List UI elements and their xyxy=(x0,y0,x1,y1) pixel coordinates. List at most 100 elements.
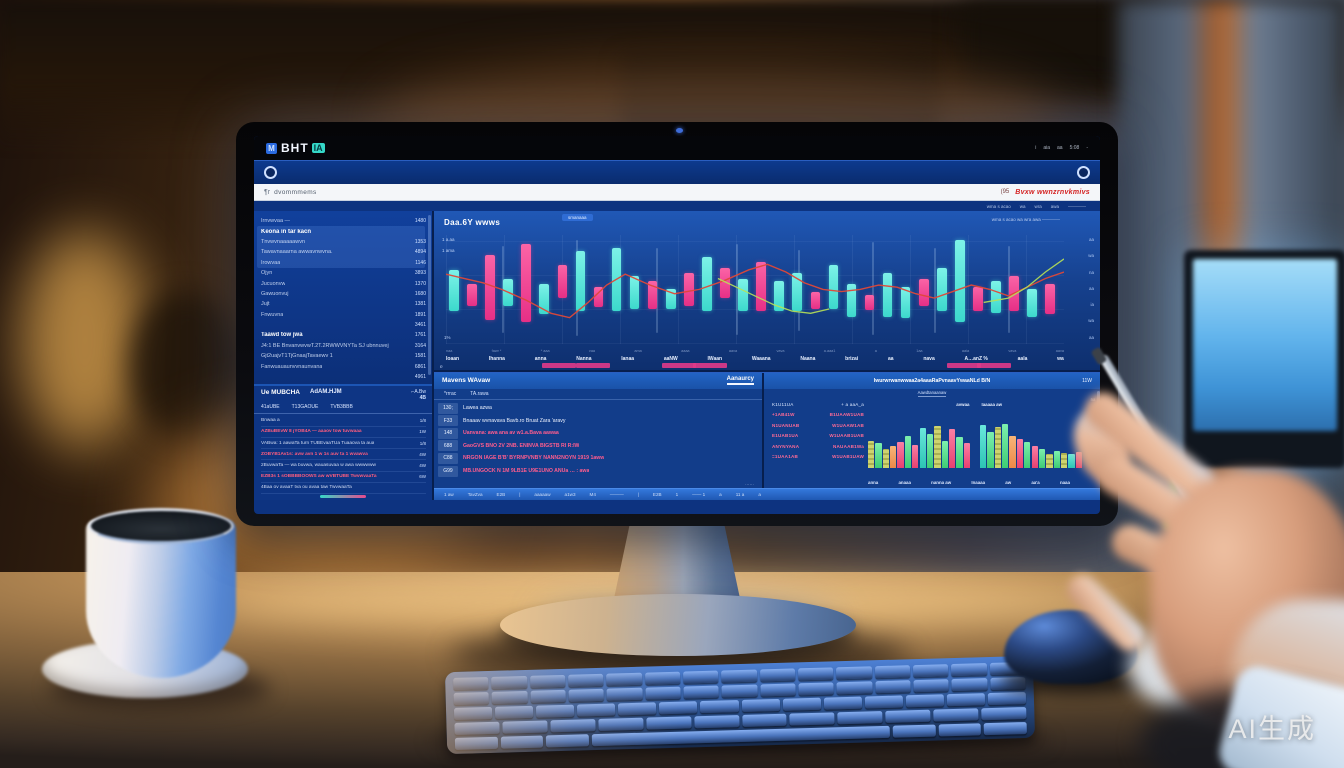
watchlist-row[interactable]: Irowvaa 1146 xyxy=(261,258,426,268)
status-item: 1 xyxy=(675,491,679,497)
header-menu-item[interactable]: 5:08 xyxy=(1069,145,1080,151)
chart-toolbar-links[interactable]: wma s acao wa wra awa ———— xyxy=(991,217,1060,222)
watchlist-row[interactable]: Fnwuvna 1891 xyxy=(261,310,426,320)
keyboard-key xyxy=(983,722,1027,736)
candle-wick xyxy=(934,248,937,333)
watchlist-row[interactable]: Tnvwvnaaaaawvn 1353 xyxy=(261,237,426,247)
candle-bar xyxy=(828,265,839,309)
orders-tab[interactable]: *rrrac xyxy=(444,390,457,397)
quick-link[interactable]: awa xyxy=(1050,203,1059,209)
keyboard-key xyxy=(789,712,835,726)
news-row[interactable]: Bnwaa a 1/8 xyxy=(261,416,426,427)
chart-timeframe-tab[interactable]: smanaaa xyxy=(562,214,593,221)
orders-panel: Mavens WAvaw Aanaurcy *rrrac TA.rawa 130; xyxy=(434,372,764,488)
volume-header: Iwurwrwanwwaa2a4aaaRaPvnaavYwaaNLd B/N xyxy=(764,372,1100,389)
y-tick-label: na xyxy=(1088,269,1094,275)
header-menu[interactable]: i aia aa 5:08- xyxy=(1035,145,1088,151)
order-description: NRGON IAGE B'B' BYRNPVNBY NANN2NOYN 1919… xyxy=(463,455,605,462)
nav-logo-circle-icon[interactable] xyxy=(264,166,277,179)
symbol-label: Jujt xyxy=(261,301,270,308)
order-row[interactable]: 688 GaoGVS BNO 2V 2NB. ENINVA BIGSTB RI … xyxy=(438,440,756,453)
news-headline: ZOBYB1Av1s: avw avn 1 w 1s auv ta 1 wvaw… xyxy=(261,451,368,457)
header-menu-item[interactable]: - xyxy=(1086,145,1088,151)
watchlist-row[interactable]: Keona in tar kacn xyxy=(261,226,426,236)
status-item: aaaaaw xyxy=(534,491,551,497)
watchlist-row[interactable]: Jucuonvw 1370 xyxy=(261,278,426,288)
keyboard-key xyxy=(864,695,903,709)
x-tick-minor: naa xyxy=(446,348,453,353)
header-menu-item[interactable]: i xyxy=(1035,145,1037,151)
quick-link[interactable]: wma s acao xyxy=(986,203,1011,209)
news-value: 1/8 xyxy=(419,418,426,424)
y-tick-label: aa xyxy=(1088,237,1094,242)
volume-x-axis: anna anaaa nanna aw Inaaaa aw aa'a naaa xyxy=(764,480,1100,488)
order-row[interactable]: F33 Bnaaav wvnavava Bavb.ro Bruat Zara '… xyxy=(438,414,756,427)
account-circle-icon[interactable] xyxy=(1077,166,1090,179)
y-tick-label: 1 a.aa xyxy=(442,237,455,242)
watchlist-row[interactable]: Taawd tow jwa 1761 xyxy=(261,330,426,340)
keyboard-key xyxy=(721,669,757,683)
volume-subtitle-link[interactable]: Aawdtanaanaw xyxy=(917,389,947,397)
watchlist-row[interactable]: J4:1 BE BnvanvwvwT.2T.2RWWVNYTa SJ ubnnu… xyxy=(261,341,426,351)
watchlist-row[interactable]: Gjt2uajvT1TjGnaajTavaewv 1 1581 xyxy=(261,351,426,361)
candle-bar xyxy=(521,243,531,322)
watchlist-row[interactable]: 3461 xyxy=(261,320,426,330)
news-tab[interactable]: TVB3BBB xyxy=(330,403,353,410)
volume-bar xyxy=(1031,445,1038,468)
candle-bar xyxy=(467,283,477,306)
news-row[interactable]: EZB3s 1 sOBBBBOOWS aw wVBTUBE TwvwvaaTa … xyxy=(261,472,426,483)
quick-link[interactable]: wra xyxy=(1034,203,1042,209)
volume-bar-chart: avwaa Iaaaaa aw xyxy=(864,399,1086,480)
order-row[interactable]: C88 NRGON IAGE B'B' BYRNPVNBY NANN2NOYN … xyxy=(438,452,756,465)
watchlist-row[interactable]: Ojyn 3893 xyxy=(261,268,426,278)
order-row[interactable]: 148 Uanvana: awa ana av w1.a.Bava aawaa xyxy=(438,427,756,440)
symbol-label: Jucuonvw xyxy=(261,280,286,287)
x-tick-major: Ianaa xyxy=(621,355,635,362)
news-row[interactable]: ZOBYB1Av1s: avw avn 1 w 1s auv ta 1 wvaw… xyxy=(261,449,426,461)
symbol-label: Ojyn xyxy=(261,270,273,277)
x-tick-major: IWaan xyxy=(707,355,723,362)
address-toolbar: ¶r dvommmems (95 Bvxw wwnzrnvkmivs xyxy=(254,184,1100,201)
watchlist-row[interactable]: Gawuonvuj 1680 xyxy=(261,289,426,299)
watchlist-scrollbar[interactable] xyxy=(428,215,431,375)
order-description: Uanvana: awa ana av w1.a.Bava aawaa xyxy=(463,430,559,437)
x-tick-minor: aava xyxy=(1055,348,1064,353)
watchlist-row[interactable]: Fanwuauaunvvnaunvana 6861 xyxy=(261,361,426,371)
news-value: 6W xyxy=(419,474,426,480)
lamp-silhouette xyxy=(130,290,240,440)
header-menu-item[interactable]: aia xyxy=(1043,145,1051,151)
x-tick-minor: ama xyxy=(634,348,642,353)
moving-average-line xyxy=(446,264,1064,317)
cluster-labels: avwaa Iaaaaa aw xyxy=(956,402,1002,407)
orders-header-link[interactable]: Aanaurcy xyxy=(726,376,754,386)
watchlist-row[interactable]: 4961 xyxy=(261,372,426,382)
watchlist-row[interactable]: Tawavnaaarna awwavnwvna. 4894 xyxy=(261,247,426,257)
news-tab[interactable]: T13GAOUE xyxy=(291,403,319,410)
keyboard-key xyxy=(798,682,835,696)
quick-link[interactable]: ———— xyxy=(1068,203,1086,209)
keyboard-key xyxy=(645,686,681,700)
x-tick-minor: 1aa xyxy=(916,348,923,353)
volume-bar xyxy=(1009,435,1016,468)
quick-link[interactable]: wa xyxy=(1019,203,1026,209)
orders-tab[interactable]: TA.rawa xyxy=(470,390,489,397)
header-menu-item[interactable]: aa xyxy=(1057,145,1063,151)
order-row[interactable]: G99 MB.UNGOCK N 1M 9LB1E U9E1UNO ANUa … … xyxy=(438,465,756,478)
news-row[interactable]: 4Baa ov avaaT tva ou avaa taw TwvwaaTa xyxy=(261,483,426,494)
keyboard-key xyxy=(837,711,883,725)
ai-watermark: AI生成 xyxy=(1228,714,1316,744)
alert-ticker-link[interactable]: Bvxw wwnzrnvkmivs xyxy=(1015,188,1090,196)
address-input[interactable]: dvommmems xyxy=(274,188,317,196)
volume-bar xyxy=(980,424,987,468)
symbol-value: 3164 xyxy=(414,342,426,349)
volume-stat-row: N1UANUAB W1UAAW1AB xyxy=(772,423,864,434)
watchlist-row[interactable]: Irnvwvaa — 1480 xyxy=(261,216,426,226)
watchlist-row[interactable]: Jujt 1381 xyxy=(261,299,426,309)
y-tick-label: aa xyxy=(1088,285,1094,291)
news-row[interactable]: AZBuBEvW 8 jYOB4A — aaaov tow tuvwaaa 1W xyxy=(261,427,426,439)
news-row[interactable]: VABwa: 1 aawaTa turn TUBEvaaTUa Tuaaova … xyxy=(261,438,426,450)
volume-subtitle: Aawdtanaanaw xyxy=(764,389,1100,397)
news-row[interactable]: 2BuvwaTa — wa buvwa, wauasuvaa w awa www… xyxy=(261,460,426,472)
order-row[interactable]: 130; Lawea azwa xyxy=(438,402,756,415)
news-tab[interactable]: 41aUBE xyxy=(261,403,280,410)
